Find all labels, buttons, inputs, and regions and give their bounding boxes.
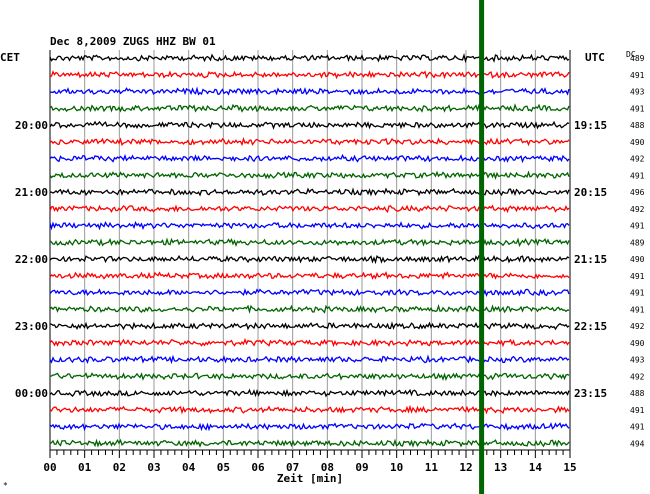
dc-value-label: 491: [630, 423, 645, 432]
x-tick-label: 01: [78, 461, 92, 474]
dc-value-label: 491: [630, 104, 645, 113]
dc-value-label: 491: [630, 289, 645, 298]
trace-17: [49, 321, 570, 331]
trace-14: [49, 270, 570, 280]
left-hour-label: 21:00: [15, 186, 48, 199]
dc-value-label: 488: [630, 121, 645, 130]
x-tick-label: 15: [563, 461, 576, 474]
trace-4: [49, 103, 570, 113]
trace-6: [49, 136, 570, 147]
dc-value-label: 491: [630, 272, 645, 281]
trace-13: [49, 254, 570, 265]
trace-20: [49, 372, 570, 382]
dc-value-label: 494: [630, 439, 645, 448]
x-tick-label: 04: [182, 461, 196, 474]
dc-value-label: 491: [630, 171, 645, 180]
dc-value-label: 490: [630, 255, 645, 264]
x-tick-label: 13: [494, 461, 507, 474]
right-hour-label: 19:15: [574, 119, 607, 132]
left-hour-label: 22:00: [15, 253, 48, 266]
x-tick-label: 06: [251, 461, 265, 474]
trace-16: [49, 304, 570, 314]
x-tick-label: 11: [425, 461, 439, 474]
dc-label: DC: [626, 50, 636, 59]
right-hour-label: 21:15: [574, 253, 607, 266]
chart-title: Dec 8,2009 ZUGS HHZ BW 01: [50, 35, 216, 48]
dc-value-label: 491: [630, 305, 645, 314]
right-timezone-label: UTC: [585, 51, 605, 64]
trace-3: [49, 86, 570, 96]
dc-value-label: 496: [630, 188, 645, 197]
left-hour-label: 23:00: [15, 320, 48, 333]
x-axis: 00 01 02 03 04 05 06 07 08 09 10 11 12 13 14 15: [43, 450, 577, 474]
dc-value-label: 493: [630, 356, 645, 365]
x-tick-label: 07: [286, 461, 299, 474]
trace-15: [49, 288, 570, 297]
dc-value-label: 490: [630, 138, 645, 147]
trace-1: [49, 53, 570, 64]
trace-5: [49, 120, 570, 130]
x-tick-label: 03: [147, 461, 160, 474]
x-tick-label: 02: [113, 461, 126, 474]
dc-value-label: 489: [630, 238, 645, 247]
dc-value-label: 489: [630, 54, 645, 63]
trace-22: [49, 404, 570, 415]
trace-24: [49, 438, 570, 448]
x-tick-label: 10: [390, 461, 403, 474]
x-tick-label: 08: [321, 461, 334, 474]
left-hour-label: 20:00: [15, 119, 48, 132]
dc-value-label: 488: [630, 389, 645, 398]
trace-2: [49, 70, 570, 80]
dc-value-label: 492: [630, 322, 645, 331]
grid: [49, 50, 571, 451]
trace-9: [49, 187, 570, 197]
x-tick-label: 12: [459, 461, 472, 474]
dc-value-label: 490: [630, 339, 645, 348]
dc-value-label: 492: [630, 372, 645, 381]
trace-7: [49, 153, 570, 164]
dc-value-label: 493: [630, 88, 645, 97]
left-timezone-label: CET: [0, 51, 20, 64]
dc-value-label: 492: [630, 155, 645, 164]
dc-value-label: 492: [630, 205, 645, 214]
dc-value-label: 491: [630, 71, 645, 80]
x-tick-label: 14: [529, 461, 543, 474]
trace-21: [49, 388, 570, 398]
corner-mark: *: [3, 481, 8, 490]
right-hour-label: 23:15: [574, 387, 607, 400]
x-axis-label: Zeit [min]: [277, 472, 343, 485]
trace-18: [49, 337, 570, 348]
traces: [49, 53, 570, 448]
dc-value-label: 491: [630, 406, 645, 415]
x-tick-label: 05: [217, 461, 230, 474]
right-hour-label: 22:15: [574, 320, 607, 333]
side-labels: 20:00 21:00 22:00 23:00 00:00 19:15 20:15 21:15…: [15, 54, 645, 448]
trace-19: [49, 354, 570, 365]
trace-8: [49, 170, 570, 181]
trace-23: [49, 422, 570, 432]
dc-value-label: 491: [630, 222, 645, 231]
left-hour-label: 00:00: [15, 387, 48, 400]
trace-10: [49, 204, 570, 214]
trace-11: [49, 220, 570, 231]
trace-12: [49, 237, 570, 248]
right-hour-label: 20:15: [574, 186, 607, 199]
x-tick-label: 00: [43, 461, 56, 474]
x-tick-label: 09: [355, 461, 368, 474]
